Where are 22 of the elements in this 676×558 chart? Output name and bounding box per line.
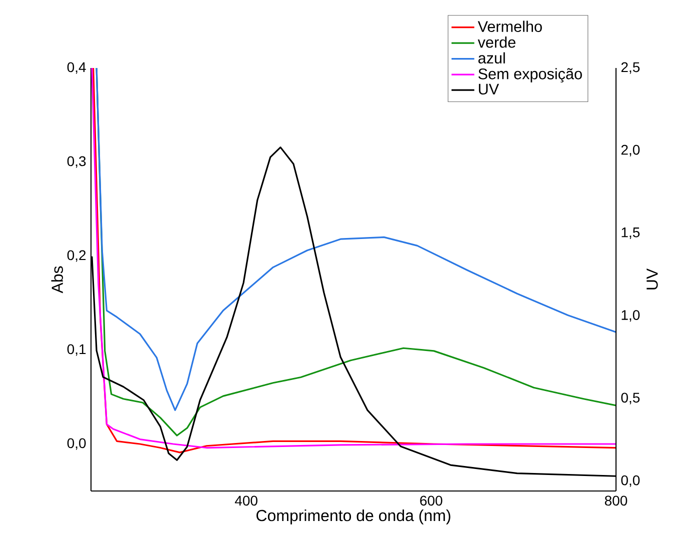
legend-label: Sem exposição	[478, 68, 582, 82]
y2-tick-label: 2,5	[621, 62, 640, 74]
y2-tick-label: 0,0	[621, 475, 640, 487]
x-axis-title: Comprimento de onda (nm)	[256, 509, 450, 524]
x-tick-label: 400	[234, 496, 258, 506]
y-tick-label: 0,4	[67, 62, 86, 74]
legend-label: Vermelho	[478, 20, 542, 32]
y2-axis-title: UV	[646, 268, 658, 290]
legend-label: azul	[478, 52, 505, 64]
x-tick-label: 600	[420, 496, 442, 506]
y2-tick-label: 1,0	[622, 310, 640, 322]
y-tick-label: 0,0	[67, 438, 86, 450]
legend-label: verde	[478, 36, 516, 48]
y2-tick-label: 2,0	[621, 144, 640, 156]
y-tick-label: 0,3	[67, 156, 86, 168]
y2-tick-label: 1,5	[622, 228, 640, 239]
legend-label: UV	[478, 84, 499, 95]
x-tick-label: 800	[604, 496, 628, 506]
y-tick-label: 0,1	[67, 344, 86, 356]
y2-tick-label: 0,5	[621, 392, 640, 404]
y-tick-label: 0,2	[67, 250, 86, 262]
y-axis-title: Abs	[51, 266, 63, 294]
